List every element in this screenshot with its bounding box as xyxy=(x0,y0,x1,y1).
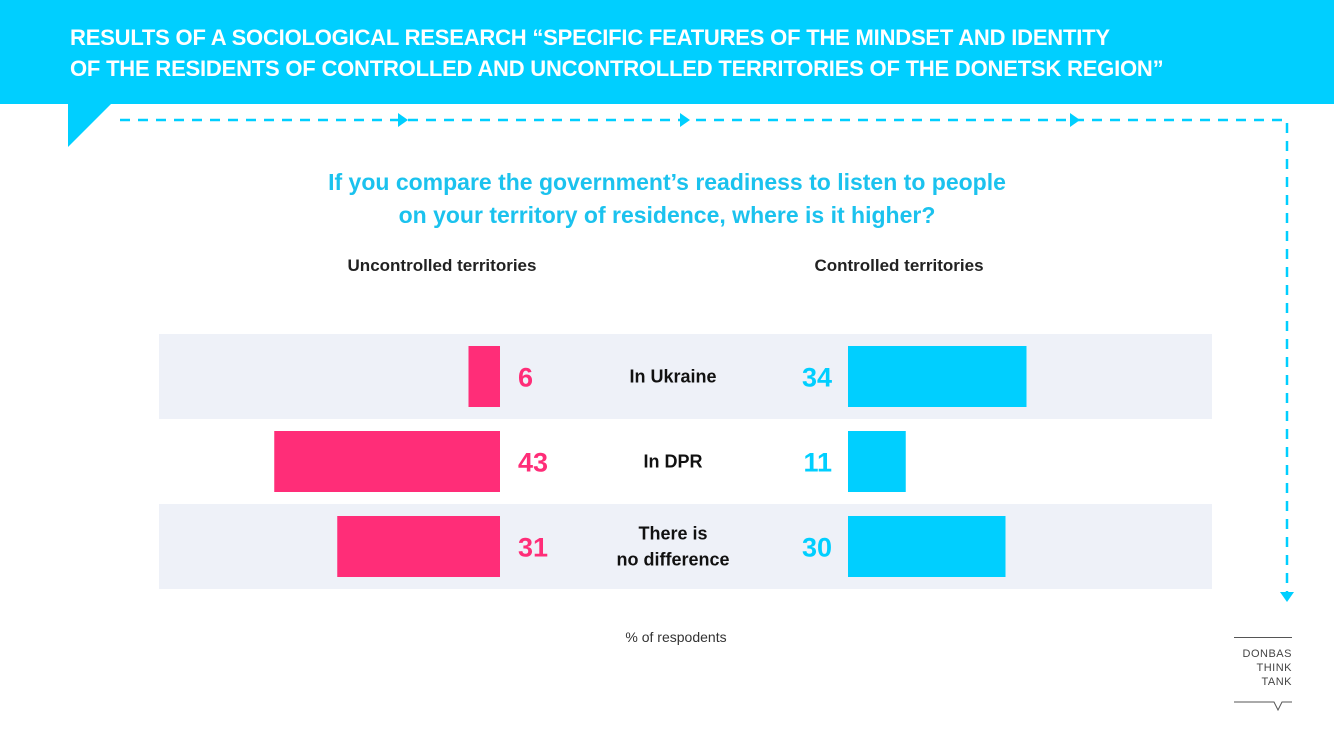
logo-line-2: THINK xyxy=(1256,662,1292,674)
category-label-3: There is no difference xyxy=(616,524,729,570)
row-band-3 xyxy=(159,504,1212,589)
legend-uncontrolled: Uncontrolled territories xyxy=(347,256,537,275)
value-label-controlled-1: 34 xyxy=(802,363,832,393)
bar-controlled-2 xyxy=(848,431,906,492)
logo-speech-tail xyxy=(1234,701,1292,712)
header-banner: RESULTS OF A SOCIOLOGICAL RESEARCH “SPEC… xyxy=(0,0,1334,104)
bar-uncontrolled-3 xyxy=(337,516,500,577)
report-title: RESULTS OF A SOCIOLOGICAL RESEARCH “SPEC… xyxy=(70,25,1164,81)
bar-controlled-1 xyxy=(848,346,1027,407)
logo-line-1: DONBAS xyxy=(1242,648,1292,660)
bar-controlled-3 xyxy=(848,516,1006,577)
logo-line-3: TANK xyxy=(1261,676,1292,688)
category-label-2: In DPR xyxy=(643,452,702,472)
banner-tail-shape xyxy=(68,103,112,147)
unit-note: % of respodents xyxy=(625,629,727,645)
bar-uncontrolled-2 xyxy=(274,431,500,492)
value-label-uncontrolled-3: 31 xyxy=(518,533,548,563)
value-label-uncontrolled-1: 6 xyxy=(518,363,533,393)
category-label-1: In Ukraine xyxy=(629,367,716,387)
value-label-uncontrolled-2: 43 xyxy=(518,448,548,478)
value-label-controlled-3: 30 xyxy=(802,533,832,563)
value-label-controlled-2: 11 xyxy=(803,448,832,478)
chart-title: If you compare the government’s readines… xyxy=(328,169,1006,228)
row-band-1 xyxy=(159,334,1212,419)
legend-controlled: Controlled territories xyxy=(814,256,984,275)
donbas-think-tank-logo: DONBAS THINK TANK xyxy=(1234,637,1292,689)
bar-uncontrolled-1 xyxy=(468,346,500,407)
